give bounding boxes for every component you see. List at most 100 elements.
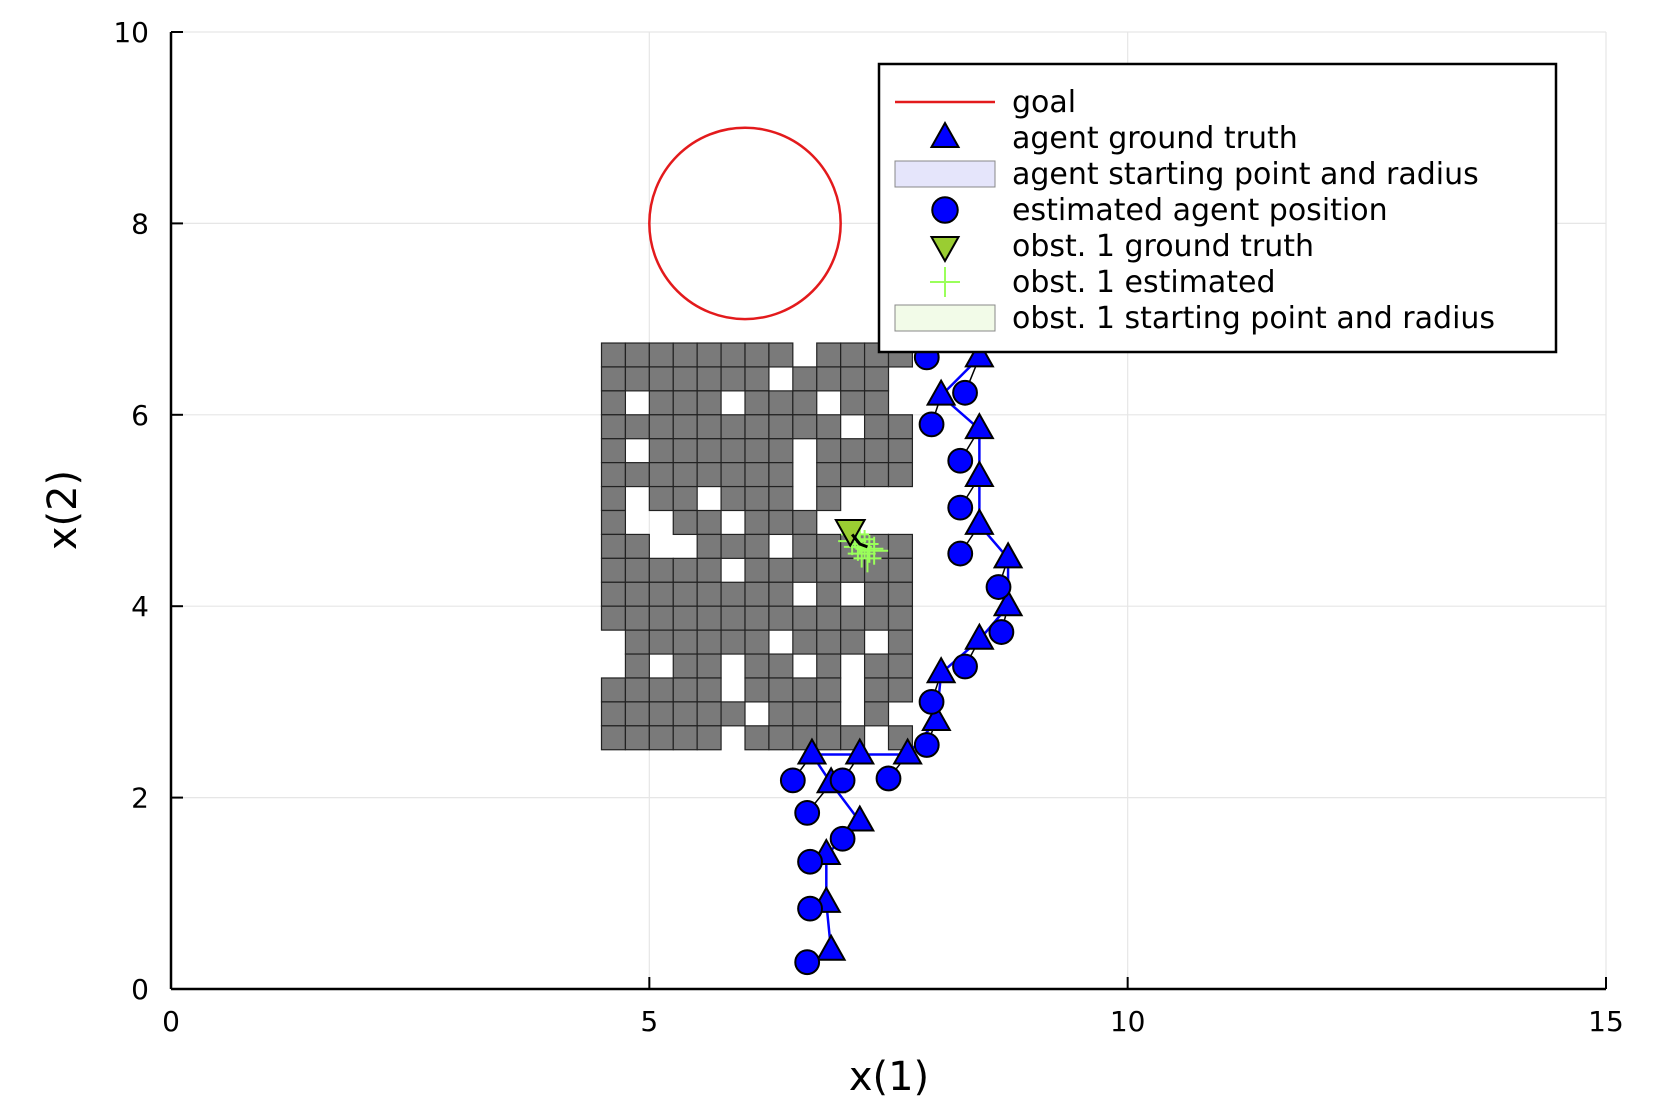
occupancy-cell xyxy=(887,677,914,703)
legend-agent_truth-label: agent ground truth xyxy=(1012,121,1298,156)
occupancy-cell xyxy=(648,438,674,464)
occupancy-cell xyxy=(744,653,770,679)
occupancy-cell xyxy=(720,462,746,488)
occupancy-cell xyxy=(672,438,698,464)
occupancy-cell xyxy=(863,438,890,464)
occupancy-cell xyxy=(600,390,627,416)
occupancy-cell xyxy=(863,677,890,703)
agent-estimate-point xyxy=(947,540,974,567)
occupancy-cell xyxy=(816,414,842,440)
occupancy-cell xyxy=(840,462,866,488)
occupancy-cell xyxy=(600,581,627,607)
agent-truth-point xyxy=(815,933,847,961)
occupancy-cell xyxy=(768,485,794,512)
occupancy-cell xyxy=(720,342,746,368)
occupancy-cell xyxy=(720,629,746,655)
occupancy-cell xyxy=(696,462,722,488)
agent-estimate-point xyxy=(794,800,821,826)
occupancy-cell xyxy=(768,509,794,536)
occupancy-cell xyxy=(863,414,890,440)
occupancy-cell xyxy=(768,390,794,416)
occupancy-cell xyxy=(672,342,698,368)
agent-truth-point xyxy=(844,804,876,832)
occupancy-cell xyxy=(816,581,842,607)
occupancy-cell xyxy=(792,557,818,583)
occupancy-cell xyxy=(744,677,770,703)
occupancy-cell xyxy=(768,414,794,440)
occupancy-cell xyxy=(624,725,650,751)
occupancy-cell xyxy=(648,366,674,392)
agent-truth-point xyxy=(992,541,1024,569)
occupancy-cell xyxy=(744,390,770,416)
occupancy-cell xyxy=(887,581,914,607)
occupancy-cell xyxy=(600,677,627,703)
occupancy-cell xyxy=(816,485,842,512)
occupancy-cell xyxy=(648,390,674,416)
y-tick-label: 10 xyxy=(113,16,149,49)
occupancy-cell xyxy=(696,629,722,655)
occupancy-cell xyxy=(696,342,722,368)
occupancy-cell xyxy=(720,366,746,392)
occupancy-cell xyxy=(648,557,674,583)
x-tick-label: 10 xyxy=(1110,1005,1146,1038)
occupancy-cell xyxy=(816,653,842,679)
obstacle-truth-point xyxy=(834,519,867,548)
occupancy-cell xyxy=(624,462,650,488)
occupancy-cell xyxy=(624,366,650,392)
occupancy-cell xyxy=(600,414,627,440)
occupancy-cell xyxy=(600,533,627,559)
occupancy-cell xyxy=(696,438,722,464)
agent-estimate-point xyxy=(985,574,1012,600)
agent-estimate-point xyxy=(913,732,940,758)
occupancy-cell xyxy=(792,414,818,440)
legend-obs_truth-swatch xyxy=(929,236,961,264)
legend-agent_start-label: agent starting point and radius xyxy=(1012,157,1479,192)
y-tick-label: 4 xyxy=(131,590,149,623)
agent-estimate-point xyxy=(947,494,974,521)
occupancy-cell xyxy=(792,366,818,392)
occupancy-cell xyxy=(768,605,794,631)
occupancy-cell xyxy=(696,653,722,679)
occupancy-cell xyxy=(816,701,842,727)
occupancy-cell xyxy=(600,557,627,583)
occupancy-cell xyxy=(720,581,746,607)
occupancy-cell xyxy=(863,653,890,679)
occupancy-cell xyxy=(672,725,698,751)
occupancy-cell xyxy=(792,605,818,631)
agent-truth-point xyxy=(964,459,995,488)
legend-agent_est-swatch xyxy=(931,196,959,224)
occupancy-cell xyxy=(744,605,770,631)
occupancy-cell xyxy=(840,390,866,416)
y-tick-label: 0 xyxy=(131,973,149,1006)
agent-truth-point xyxy=(964,340,995,368)
agent-truth-point xyxy=(925,378,957,406)
occupancy-cell xyxy=(768,557,794,583)
legend-agent_start-swatch xyxy=(894,160,996,188)
occupancy-cell xyxy=(768,342,794,368)
x-tick-label: 15 xyxy=(1588,1005,1624,1038)
occupancy-cell xyxy=(792,533,818,559)
occupancy-cell xyxy=(768,677,794,703)
occupancy-cell xyxy=(624,581,650,607)
occupancy-cell xyxy=(648,485,674,512)
occupancy-cell xyxy=(624,653,650,679)
agent-estimate-point xyxy=(947,447,974,474)
occupancy-cell xyxy=(887,533,914,559)
occupancy-cell xyxy=(792,701,818,727)
occupancy-cell xyxy=(768,725,794,751)
agent-truth-point xyxy=(992,589,1024,617)
agent-estimate-point xyxy=(952,653,978,680)
occupancy-cell xyxy=(816,725,842,751)
occupancy-cell xyxy=(600,509,627,536)
occupancy-cell xyxy=(624,605,650,631)
occupancy-cell xyxy=(648,701,674,727)
occupancy-cell xyxy=(624,414,650,440)
occupancy-cell xyxy=(887,414,914,440)
occupancy-cell xyxy=(648,605,674,631)
occupancy-cell xyxy=(624,557,650,583)
x-axis-title: x(1) xyxy=(849,1054,929,1100)
occupancy-cell xyxy=(816,677,842,703)
occupancy-cell xyxy=(624,629,650,655)
agent-estimate-point xyxy=(797,848,823,875)
